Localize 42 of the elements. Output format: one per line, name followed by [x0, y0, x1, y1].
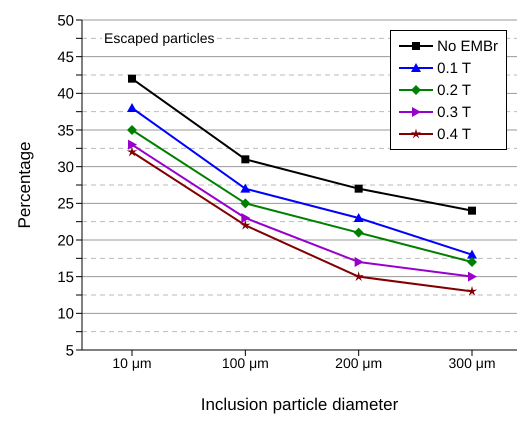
point [240, 198, 250, 208]
point [240, 184, 250, 193]
point [128, 140, 137, 150]
y-tick-label: 35 [57, 122, 74, 140]
point [240, 220, 251, 230]
point [241, 155, 250, 164]
x-tick-label: 200 μm [335, 354, 382, 371]
point [466, 286, 478, 296]
point [354, 184, 363, 193]
point [467, 250, 477, 259]
y-tick-label: 45 [57, 48, 74, 66]
legend-label: 0.1 T [437, 60, 472, 76]
annotation: Escaped particles [102, 30, 217, 46]
point [127, 125, 137, 135]
point [126, 146, 138, 156]
point [467, 257, 477, 267]
point [127, 103, 137, 112]
point [468, 206, 476, 215]
y-tick-label: 40 [57, 86, 74, 103]
x-axis-title: Inclusion particle diameter [200, 395, 399, 414]
legend-label: 0.4 T [437, 126, 472, 142]
y-tick-label: 5 [66, 342, 74, 360]
y-tick-label: 50 [57, 12, 74, 30]
y-tick-label: 25 [57, 196, 74, 213]
y-tick-label: 30 [57, 158, 74, 176]
point [468, 272, 477, 282]
point [353, 271, 364, 282]
point [128, 74, 136, 83]
legend-label: No EMBr [437, 38, 498, 54]
point [354, 257, 364, 267]
point [241, 213, 250, 223]
x-tick-label: 10 μm [112, 354, 152, 371]
y-tick-label: 10 [57, 306, 74, 323]
x-tick-label: 300 μm [448, 354, 496, 371]
point [354, 228, 364, 238]
y-tick-label: 15 [57, 268, 74, 286]
y-axis-title: Percentage [15, 142, 34, 228]
point [354, 213, 364, 222]
x-tick-label: 100 μm [222, 354, 269, 371]
legend-label: 0.3 T [437, 104, 472, 120]
y-tick-label: 20 [57, 232, 74, 250]
legend-label: 0.2 T [437, 82, 472, 98]
